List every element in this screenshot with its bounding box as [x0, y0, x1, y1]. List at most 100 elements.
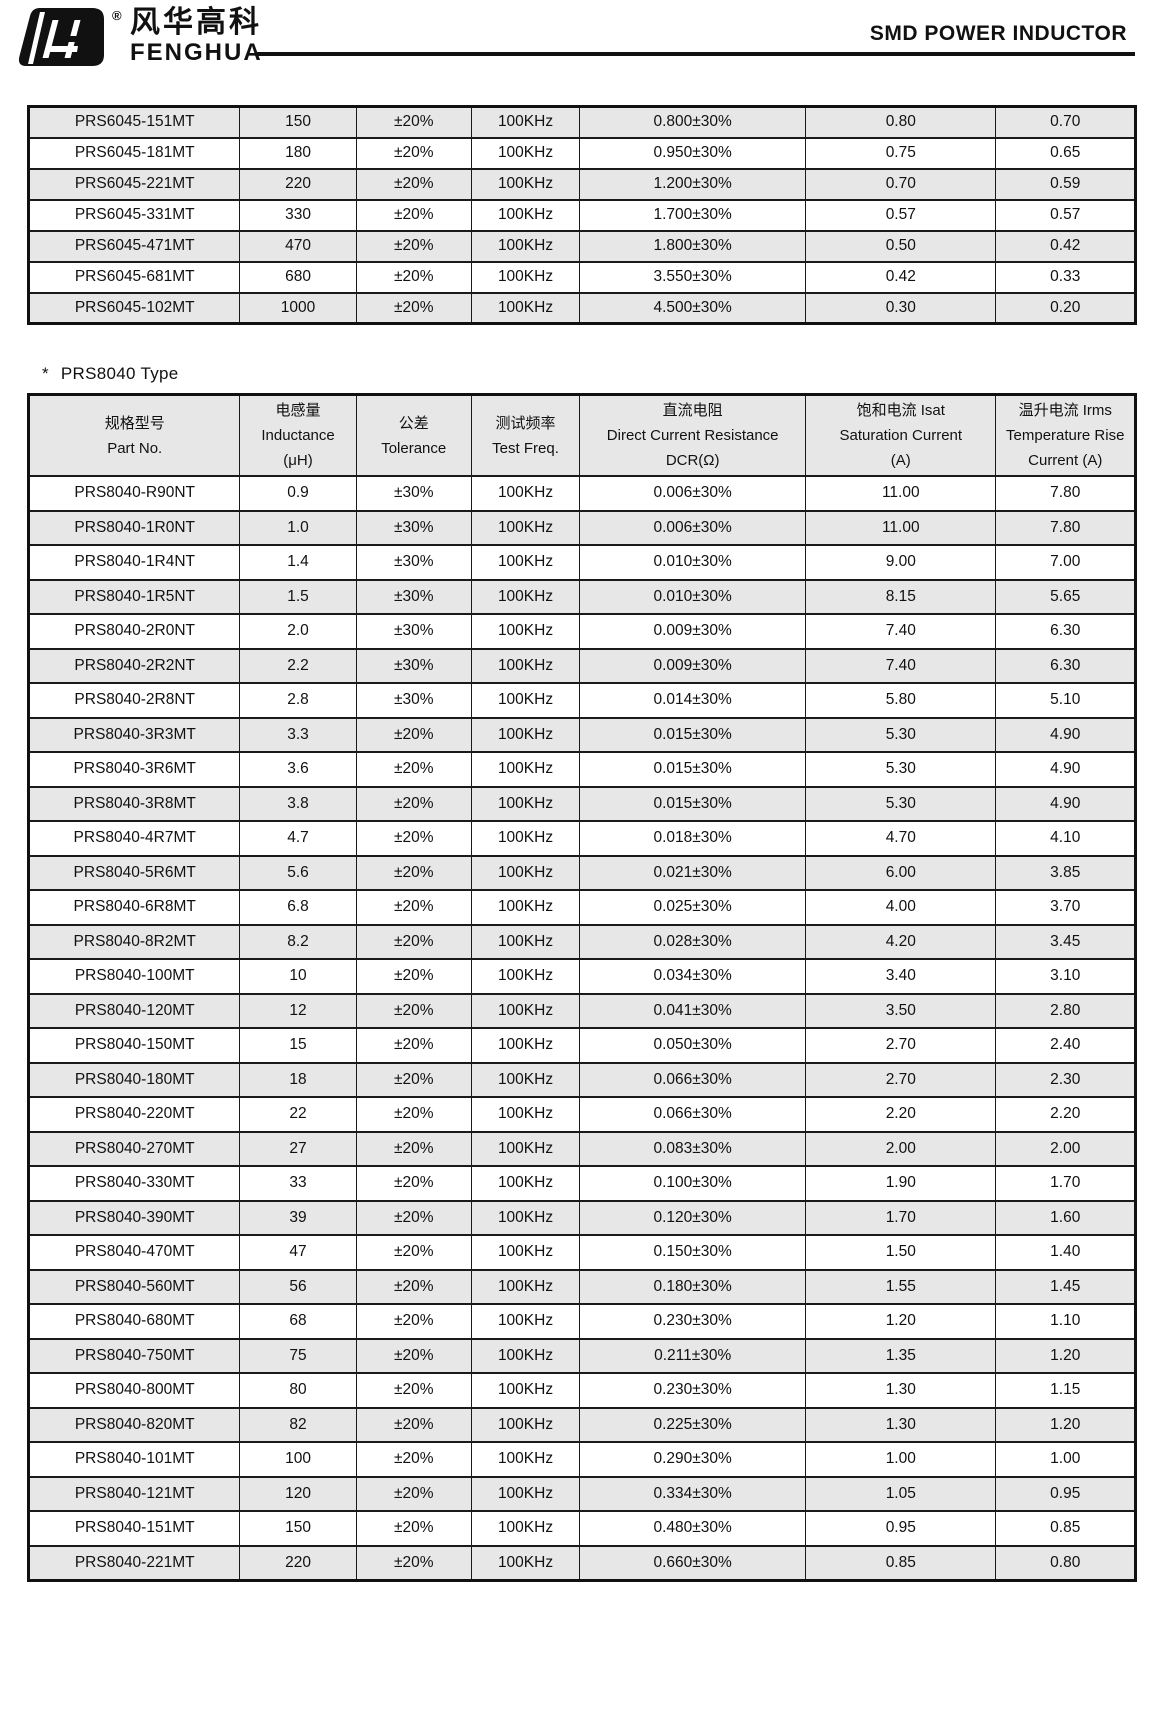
- table-cell: 7.00: [995, 544, 1136, 581]
- table-cell: 1.05: [805, 1475, 997, 1512]
- table-cell: PRS8040-560MT: [27, 1268, 241, 1305]
- table-cell: 4.500±30%: [579, 291, 807, 325]
- table-cell: 0.180±30%: [579, 1268, 807, 1305]
- table-cell: 0.85: [995, 1510, 1136, 1547]
- table-row: PRS8040-R90NT 0.9 ±30% 100KHz 0.006±30% 11.00…: [27, 475, 1136, 512]
- table-cell: ±20%: [355, 958, 472, 995]
- table-cell: 0.021±30%: [579, 854, 807, 891]
- table-cell: 5.30: [805, 751, 997, 788]
- table-cell: 100KHz: [470, 1303, 581, 1340]
- table-cell: ±30%: [355, 647, 472, 684]
- table-row: PRS8040-820MT 82 ±20% 100KHz 0.225±30% 1.30 1.…: [27, 1406, 1136, 1443]
- table-cell: ±30%: [355, 475, 472, 512]
- column-header: 温升电流 Irms Temperature Rise Current (A): [995, 393, 1136, 477]
- table-cell: 100KHz: [470, 613, 581, 650]
- brand-name-cn: 风华高科: [130, 6, 262, 39]
- table-cell: ±30%: [355, 578, 472, 615]
- table-cell: 100KHz: [470, 1199, 581, 1236]
- table-cell: 0.006±30%: [579, 509, 807, 546]
- table-cell: ±20%: [355, 198, 472, 232]
- table-cell: 6.8: [239, 889, 357, 926]
- table-cell: 18: [239, 1061, 357, 1098]
- table-cell: 150: [239, 105, 357, 139]
- registered-mark: ®: [112, 8, 122, 23]
- table-cell: 100KHz: [470, 889, 581, 926]
- table-cell: 100KHz: [470, 105, 581, 139]
- table-cell: 100KHz: [470, 1475, 581, 1512]
- table-cell: 1.70: [805, 1199, 997, 1236]
- table-cell: PRS6045-221MT: [27, 167, 241, 201]
- table-cell: 100KHz: [470, 167, 581, 201]
- table-cell: 39: [239, 1199, 357, 1236]
- table-cell: 2.0: [239, 613, 357, 650]
- table-cell: 1.35: [805, 1337, 997, 1374]
- table-row: PRS8040-5R6MT 5.6 ±20% 100KHz 0.021±30% 6.00 3…: [27, 854, 1136, 891]
- table-cell: 7.80: [995, 509, 1136, 546]
- table-cell: 4.20: [805, 923, 997, 960]
- table-cell: 5.80: [805, 682, 997, 719]
- table-cell: 330: [239, 198, 357, 232]
- table-cell: 100KHz: [470, 229, 581, 263]
- table-cell: 0.800±30%: [579, 105, 807, 139]
- table-cell: 0.010±30%: [579, 544, 807, 581]
- table-cell: 8.15: [805, 578, 997, 615]
- table-cell: 1.40: [995, 1234, 1136, 1271]
- page-title: SMD POWER INDUCTOR: [869, 22, 1127, 45]
- table-cell: 0.95: [995, 1475, 1136, 1512]
- table-cell: 5.10: [995, 682, 1136, 719]
- table-cell: 1.800±30%: [579, 229, 807, 263]
- table-row: PRS8040-1R0NT 1.0 ±30% 100KHz 0.006±30% 11.00…: [27, 509, 1136, 546]
- table-cell: 100KHz: [470, 1027, 581, 1064]
- section-label: PRS8040 Type: [60, 364, 179, 383]
- table-cell: 0.018±30%: [579, 820, 807, 857]
- table-cell: PRS8040-2R0NT: [27, 613, 241, 650]
- table-cell: 100KHz: [470, 1130, 581, 1167]
- table-cell: 4.90: [995, 751, 1136, 788]
- table-cell: ±20%: [355, 1199, 472, 1236]
- table-cell: 0.75: [805, 136, 997, 170]
- table-cell: 11.00: [805, 509, 997, 546]
- table-cell: 0.42: [995, 229, 1136, 263]
- table-row: PRS8040-330MT 33 ±20% 100KHz 0.100±30% 1.90 1.…: [27, 1165, 1136, 1202]
- table-cell: 7.80: [995, 475, 1136, 512]
- table-cell: 6.00: [805, 854, 997, 891]
- table-cell: ±20%: [355, 1130, 472, 1167]
- table-cell: 33: [239, 1165, 357, 1202]
- table-cell: 100KHz: [470, 260, 581, 294]
- prs8040-table: 规格型号 Part No. 电感量 Inductance (μH) 公差 Tolerance…: [27, 393, 1137, 1582]
- table-row: PRS6045-102MT 1000 ±20% 100KHz 4.500±30% 0.30…: [27, 291, 1136, 325]
- table-cell: PRS8040-101MT: [27, 1441, 241, 1478]
- table-cell: 1.45: [995, 1268, 1136, 1305]
- table-cell: 100KHz: [470, 923, 581, 960]
- table-cell: ±20%: [355, 1303, 472, 1340]
- table-row: PRS8040-1R4NT 1.4 ±30% 100KHz 0.010±30% 9.00 7…: [27, 544, 1136, 581]
- table-cell: 2.40: [995, 1027, 1136, 1064]
- table-cell: 1.00: [995, 1441, 1136, 1478]
- table-cell: 0.950±30%: [579, 136, 807, 170]
- brand-block: ® 风华高科 FENGHUA: [16, 6, 263, 68]
- table-cell: 0.006±30%: [579, 475, 807, 512]
- table-row: PRS8040-1R5NT 1.5 ±30% 100KHz 0.010±30% 8.15 5…: [27, 578, 1136, 615]
- table-cell: ±20%: [355, 1165, 472, 1202]
- table-cell: ±20%: [355, 1096, 472, 1133]
- table-cell: 1.200±30%: [579, 167, 807, 201]
- column-header: 电感量 Inductance (μH): [239, 393, 357, 477]
- table-cell: 5.30: [805, 716, 997, 753]
- table-cell: 100KHz: [470, 198, 581, 232]
- table-cell: PRS8040-330MT: [27, 1165, 241, 1202]
- table-cell: 100KHz: [470, 475, 581, 512]
- table-cell: 0.95: [805, 1510, 997, 1547]
- table-cell: 100KHz: [470, 958, 581, 995]
- table-cell: ±20%: [355, 1441, 472, 1478]
- table-cell: PRS8040-390MT: [27, 1199, 241, 1236]
- table-cell: 0.009±30%: [579, 613, 807, 650]
- table-cell: 7.40: [805, 647, 997, 684]
- table-cell: 1.4: [239, 544, 357, 581]
- table-cell: PRS8040-470MT: [27, 1234, 241, 1271]
- table-row: PRS8040-100MT 10 ±20% 100KHz 0.034±30% 3.40 3.…: [27, 958, 1136, 995]
- table-cell: 3.70: [995, 889, 1136, 926]
- table-cell: PRS6045-102MT: [27, 291, 241, 325]
- table-cell: ±30%: [355, 509, 472, 546]
- table-row: PRS8040-151MT 150 ±20% 100KHz 0.480±30% 0.95 0…: [27, 1510, 1136, 1547]
